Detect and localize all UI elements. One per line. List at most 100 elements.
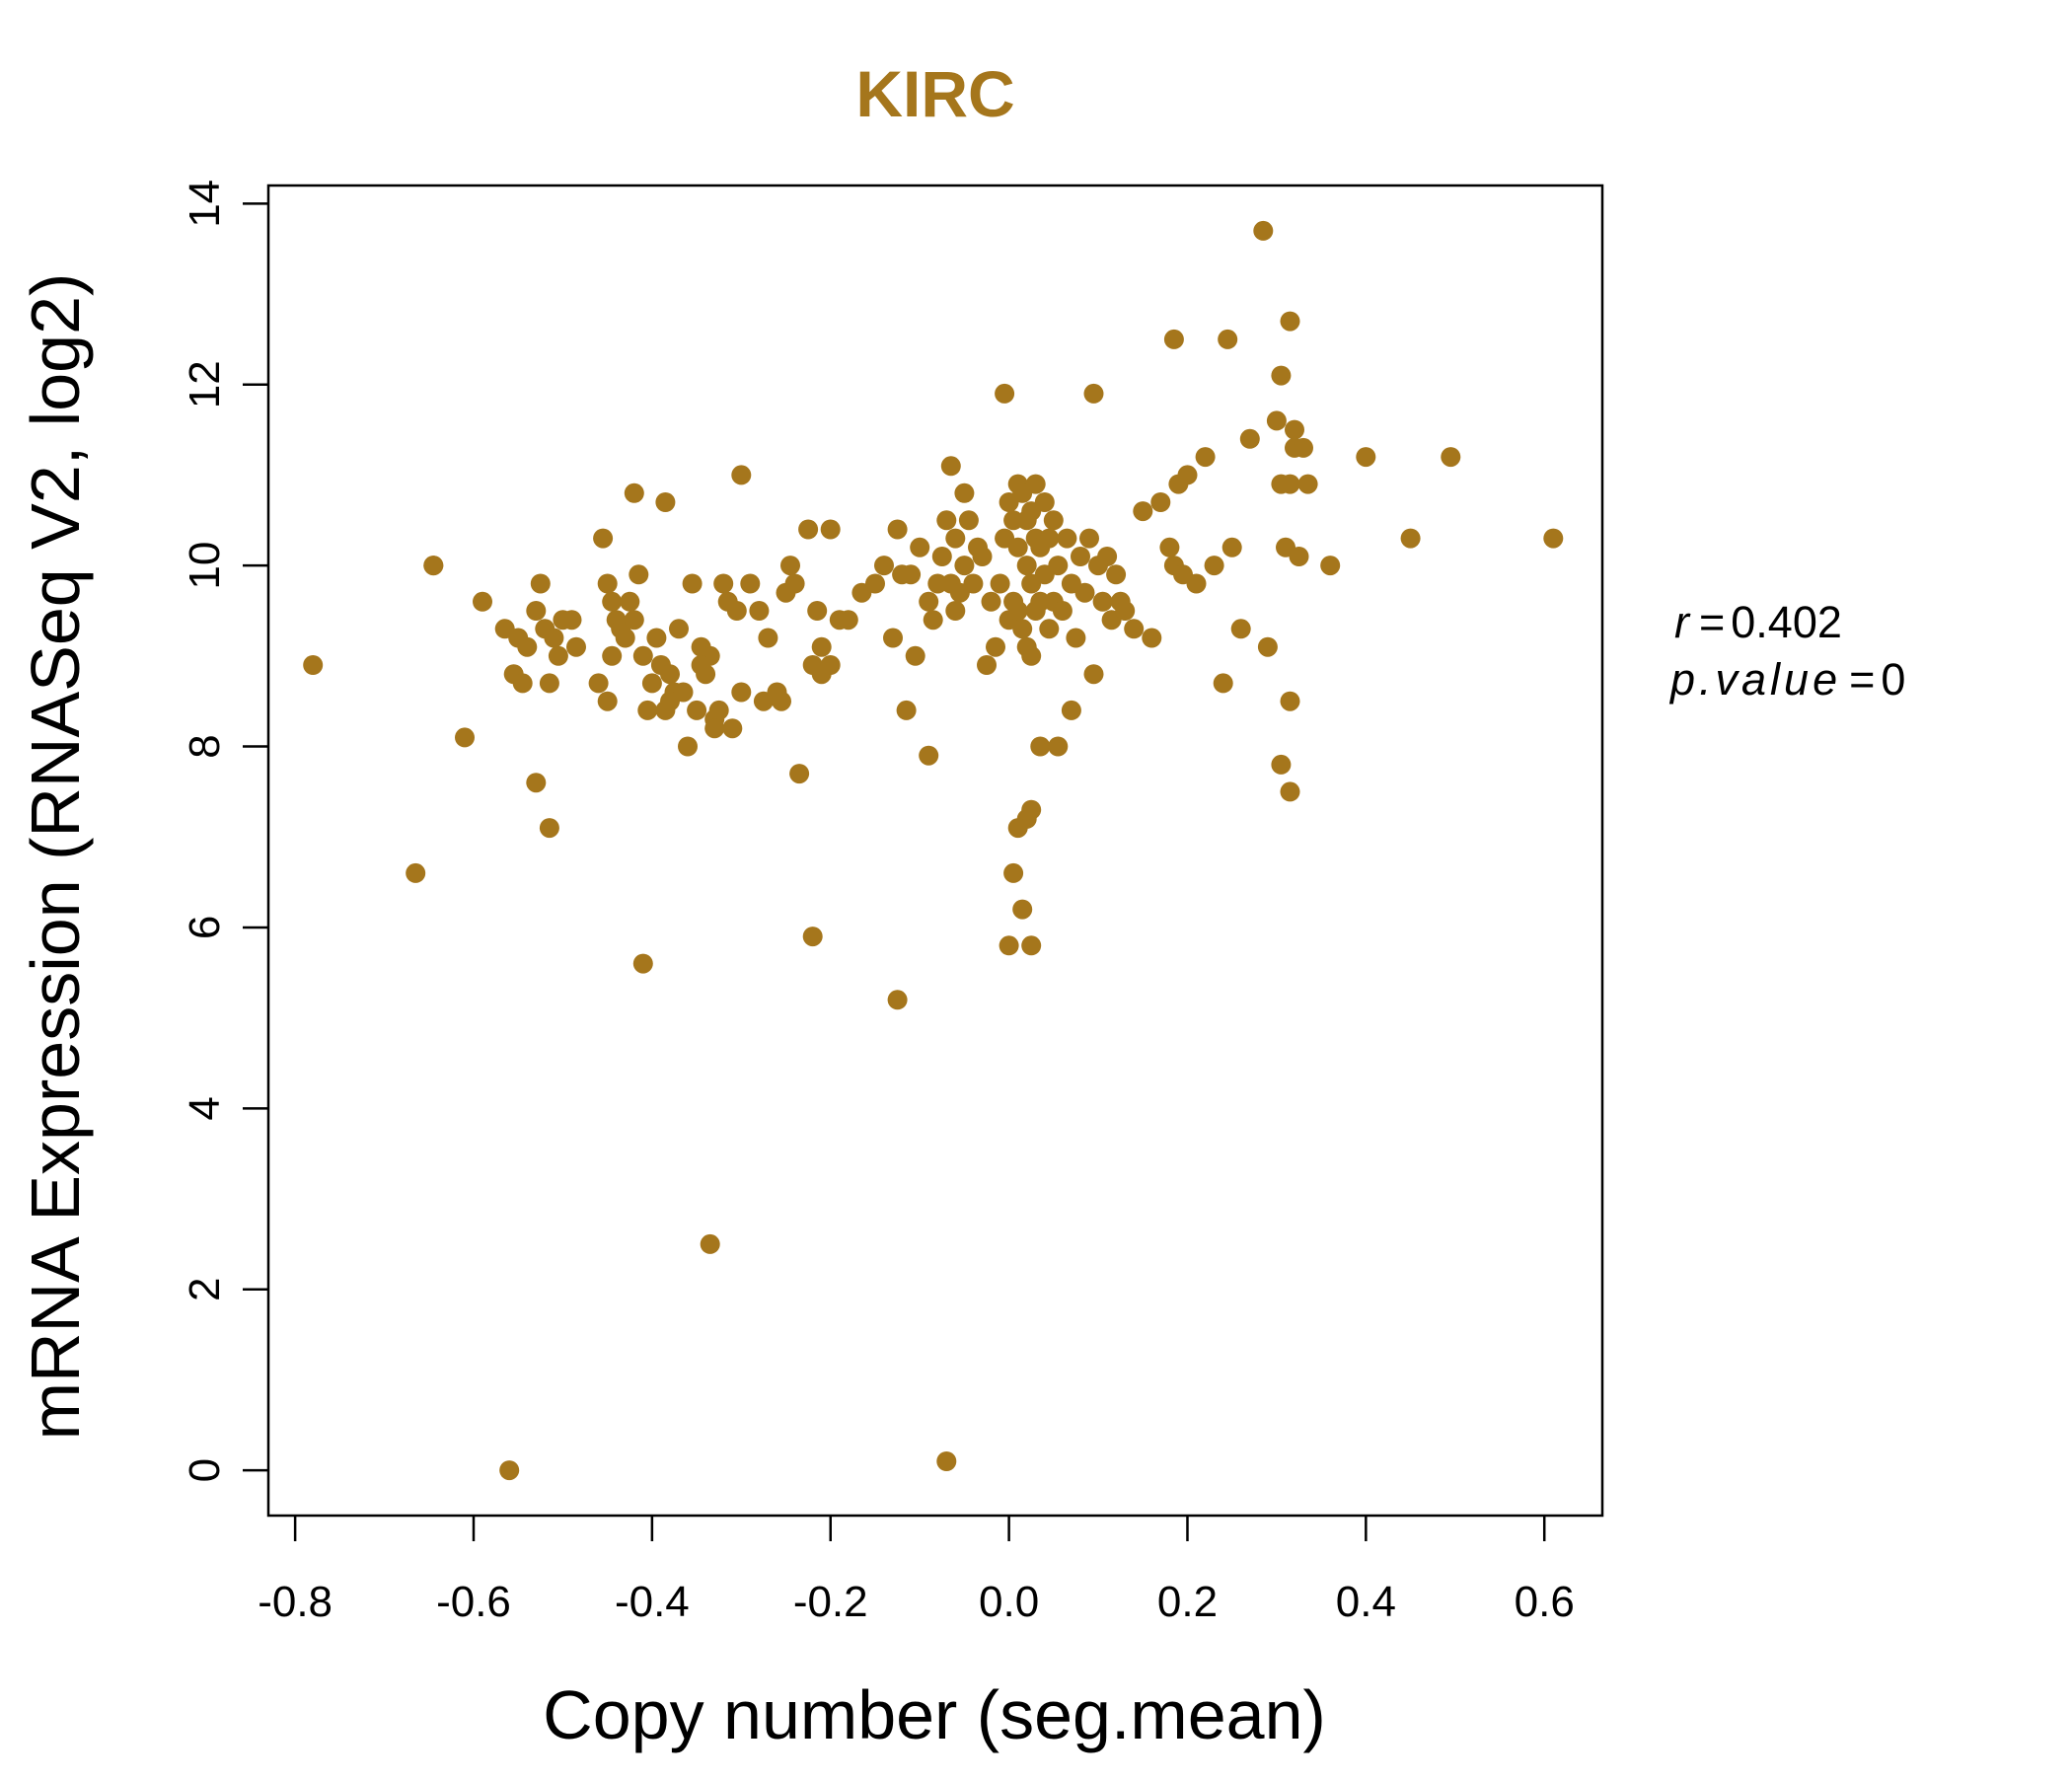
data-point <box>789 764 810 784</box>
x-axis-title: Copy number (seg.mean) <box>543 1676 1326 1753</box>
data-point <box>923 610 943 631</box>
data-point <box>455 727 475 748</box>
data-point <box>1043 510 1064 531</box>
data-point <box>977 655 997 675</box>
y-tick-label: 4 <box>181 1096 229 1120</box>
data-point <box>1021 645 1042 666</box>
data-point <box>905 645 925 666</box>
data-point <box>593 528 614 549</box>
data-point <box>740 573 761 594</box>
data-point <box>1213 673 1233 694</box>
data-point <box>1030 736 1051 757</box>
y-tick-label: 6 <box>181 916 229 939</box>
data-point <box>811 636 832 657</box>
y-tick-label: 14 <box>181 180 229 228</box>
data-point <box>887 990 908 1010</box>
data-point <box>981 591 1001 612</box>
data-point <box>1012 619 1033 639</box>
p-equals: = <box>1849 654 1875 705</box>
data-point <box>896 700 917 720</box>
data-point <box>931 547 952 566</box>
data-point <box>713 573 734 594</box>
data-point <box>1239 428 1260 449</box>
data-point <box>798 519 819 540</box>
data-point <box>1294 437 1313 458</box>
data-point <box>901 564 922 585</box>
data-point <box>1271 754 1292 775</box>
data-point <box>936 1451 957 1471</box>
data-point <box>1280 311 1300 332</box>
data-point <box>753 691 774 711</box>
data-point <box>1218 329 1238 349</box>
data-point <box>1289 547 1309 566</box>
data-point <box>1052 601 1073 621</box>
data-point <box>807 601 828 621</box>
data-point <box>691 655 711 675</box>
r-value: 0.402 <box>1731 597 1842 647</box>
data-point <box>1177 465 1198 485</box>
data-point <box>1195 447 1216 468</box>
r-stat: r = 0.402 <box>1674 597 1842 647</box>
data-point <box>423 556 444 576</box>
data-point <box>1204 556 1224 576</box>
data-point <box>990 573 1010 594</box>
data-point <box>1320 556 1341 576</box>
data-point <box>303 655 324 675</box>
data-point <box>999 935 1019 956</box>
data-point <box>820 655 841 675</box>
data-point <box>660 691 680 711</box>
data-point <box>1159 537 1180 557</box>
data-point <box>726 601 747 621</box>
data-point <box>1034 492 1055 512</box>
data-point <box>995 383 1015 404</box>
data-point <box>820 519 841 540</box>
data-point <box>1071 547 1090 566</box>
data-point <box>1083 383 1104 404</box>
plot-frame <box>266 184 1604 1518</box>
data-point <box>945 601 966 621</box>
data-point <box>1297 474 1318 494</box>
data-point <box>406 862 426 883</box>
data-point <box>1257 636 1278 657</box>
correlation-stats: r = 0.402 p.value = 0 <box>1668 597 1905 705</box>
data-point <box>704 718 725 739</box>
data-point <box>1280 691 1300 711</box>
data-point <box>963 573 984 594</box>
r-label: r <box>1674 597 1691 647</box>
data-point <box>1007 537 1028 557</box>
data-point <box>887 519 908 540</box>
data-point <box>615 628 635 648</box>
data-points <box>303 220 1564 1481</box>
data-point <box>632 645 653 666</box>
data-point <box>1021 935 1042 956</box>
data-point <box>512 673 533 694</box>
data-point <box>1271 365 1292 386</box>
data-point <box>624 610 644 631</box>
x-tick-label: 0.4 <box>1336 1578 1396 1626</box>
data-point <box>780 556 800 576</box>
data-point <box>1186 573 1207 594</box>
data-point <box>1092 591 1113 612</box>
data-point <box>669 619 689 639</box>
data-point <box>1061 700 1081 720</box>
data-point <box>910 537 930 557</box>
y-tick-label: 2 <box>181 1278 229 1301</box>
data-point <box>632 953 653 974</box>
chart-title: KIRC <box>855 57 1014 130</box>
data-point <box>1163 329 1184 349</box>
data-point <box>749 601 770 621</box>
data-point <box>597 691 618 711</box>
data-point <box>874 556 894 576</box>
data-point <box>1142 628 1162 648</box>
x-tick-label: 0.6 <box>1515 1578 1575 1626</box>
data-point <box>1106 564 1127 585</box>
data-point <box>708 700 729 720</box>
data-point <box>940 456 961 477</box>
data-point <box>1039 619 1060 639</box>
data-point <box>1280 474 1300 494</box>
data-point <box>641 673 662 694</box>
data-point <box>1543 528 1564 549</box>
data-point <box>1400 528 1421 549</box>
data-point <box>883 628 903 648</box>
